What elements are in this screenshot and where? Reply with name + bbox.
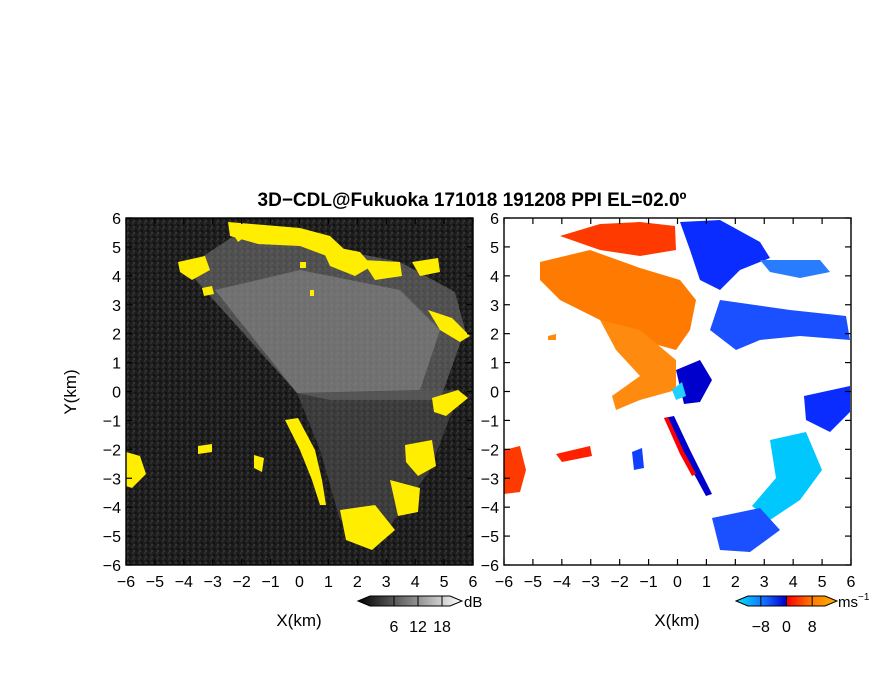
left-y-axis-label: Y(km) <box>61 369 80 414</box>
right-x-tick-label: −4 <box>553 574 571 591</box>
right-x-tick-label: 4 <box>789 574 798 591</box>
left-y-tick-label: 5 <box>112 240 121 257</box>
right-y-tick-label: −3 <box>481 471 499 488</box>
right-axes: −6 −5 −4 −3 −2 −1 0 1 2 3 4 5 6 6 5 4 3 2 1 0 −1 −2 −3 −4 −5 −6 <box>481 211 856 591</box>
right-x-tick-label: −2 <box>611 574 629 591</box>
db-colorbar-tick-label: 12 <box>409 619 427 636</box>
db-colorbar-bar <box>356 595 464 607</box>
db-colorbar: 6 12 18 dB <box>356 594 482 636</box>
left-x-tick-label: 3 <box>382 574 391 591</box>
velocity-colorbar-unit: ms−1 <box>838 592 870 611</box>
left-y-tick-label: 4 <box>112 269 121 286</box>
left-y-tick-label: 0 <box>112 385 121 402</box>
velocity-unit-exponent: −1 <box>858 592 870 603</box>
left-x-tick-label: −1 <box>261 574 279 591</box>
velocity-colorbar-tick-label: −8 <box>752 619 770 636</box>
left-x-tick-label: 4 <box>411 574 420 591</box>
right-y-tick-label: 5 <box>490 240 499 257</box>
left-yellow-echoes <box>126 222 470 550</box>
left-y-tick-label: 3 <box>112 298 121 315</box>
left-x-tick-label: 1 <box>324 574 333 591</box>
left-y-tick-label: −2 <box>103 442 121 459</box>
left-x-tick-label: 0 <box>295 574 304 591</box>
left-y-tick-label: −5 <box>103 529 121 546</box>
left-x-tick-label: −5 <box>146 574 164 591</box>
left-y-tick-label: −4 <box>103 500 121 517</box>
right-x-tick-label: 1 <box>702 574 711 591</box>
right-x-tick-label: 2 <box>731 574 740 591</box>
left-x-tick-label: 5 <box>440 574 449 591</box>
left-grey-sector-inner <box>215 270 440 393</box>
db-colorbar-tick-label: 6 <box>390 619 399 636</box>
right-panel: −6 −5 −4 −3 −2 −1 0 1 2 3 4 5 6 6 5 4 3 2 1 0 −1 −2 −3 −4 −5 −6 X… <box>481 211 870 636</box>
left-axes: −6 −5 −4 −3 −2 −1 0 1 2 3 4 5 6 6 5 4 3 2 1 0 −1 −2 −3 −4 −5 −6 <box>103 211 478 591</box>
left-y-tick-label: 6 <box>112 211 121 228</box>
right-x-tick-label: 5 <box>818 574 827 591</box>
right-y-tick-label: 6 <box>490 211 499 228</box>
right-x-tick-label: −1 <box>639 574 657 591</box>
db-colorbar-ticks: 6 12 18 <box>390 596 451 636</box>
velocity-colorbar-tick-label: 8 <box>808 619 817 636</box>
right-negative-velocity-echoes <box>632 220 850 552</box>
left-x-tick-label: −6 <box>117 574 135 591</box>
db-colorbar-unit: dB <box>464 594 482 611</box>
right-y-tick-label: 3 <box>490 298 499 315</box>
left-y-tick-label: 1 <box>112 356 121 373</box>
velocity-colorbar-tick-label: 0 <box>782 619 791 636</box>
left-y-tick-label: −3 <box>103 471 121 488</box>
left-x-tick-label: −2 <box>233 574 251 591</box>
velocity-unit-base: ms <box>838 594 858 611</box>
right-echo-layer <box>504 220 850 552</box>
left-x-tick-label: −4 <box>175 574 193 591</box>
right-x-tick-label: 6 <box>847 574 856 591</box>
right-line-echo-edge <box>664 417 696 476</box>
db-colorbar-tick-label: 18 <box>433 619 451 636</box>
right-y-tick-label: −6 <box>481 558 499 575</box>
velocity-colorbar-ticks: −8 0 8 <box>752 596 817 636</box>
velocity-colorbar: −8 0 8 ms−1 <box>734 592 870 636</box>
chart-title: 3D−CDL@Fukuoka 171018 191208 PPI EL=02.0… <box>258 190 687 211</box>
right-y-tick-label: −1 <box>481 413 499 430</box>
left-x-axis-label: X(km) <box>276 611 321 630</box>
right-y-tick-label: 1 <box>490 356 499 373</box>
left-y-tick-label: −6 <box>103 558 121 575</box>
right-y-tick-label: 2 <box>490 327 499 344</box>
right-x-axis-label: X(km) <box>654 611 699 630</box>
right-x-tick-label: −5 <box>524 574 542 591</box>
right-y-tick-label: −5 <box>481 529 499 546</box>
left-x-tick-label: −3 <box>204 574 222 591</box>
right-x-tick-label: −6 <box>495 574 513 591</box>
right-positive-velocity-echoes <box>504 222 726 494</box>
left-x-tick-label: 6 <box>469 574 478 591</box>
left-x-tick-label: 2 <box>353 574 362 591</box>
left-y-tick-label: 2 <box>112 327 121 344</box>
right-y-tick-label: 0 <box>490 385 499 402</box>
left-y-tick-label: −1 <box>103 413 121 430</box>
right-y-tick-label: 4 <box>490 269 499 286</box>
right-x-tick-label: 3 <box>760 574 769 591</box>
right-y-tick-label: −4 <box>481 500 499 517</box>
left-echo-layer <box>126 222 470 550</box>
right-x-tick-label: −3 <box>582 574 600 591</box>
right-y-tick-label: −2 <box>481 442 499 459</box>
right-x-tick-label: 0 <box>673 574 682 591</box>
left-grey-lower <box>297 390 460 540</box>
